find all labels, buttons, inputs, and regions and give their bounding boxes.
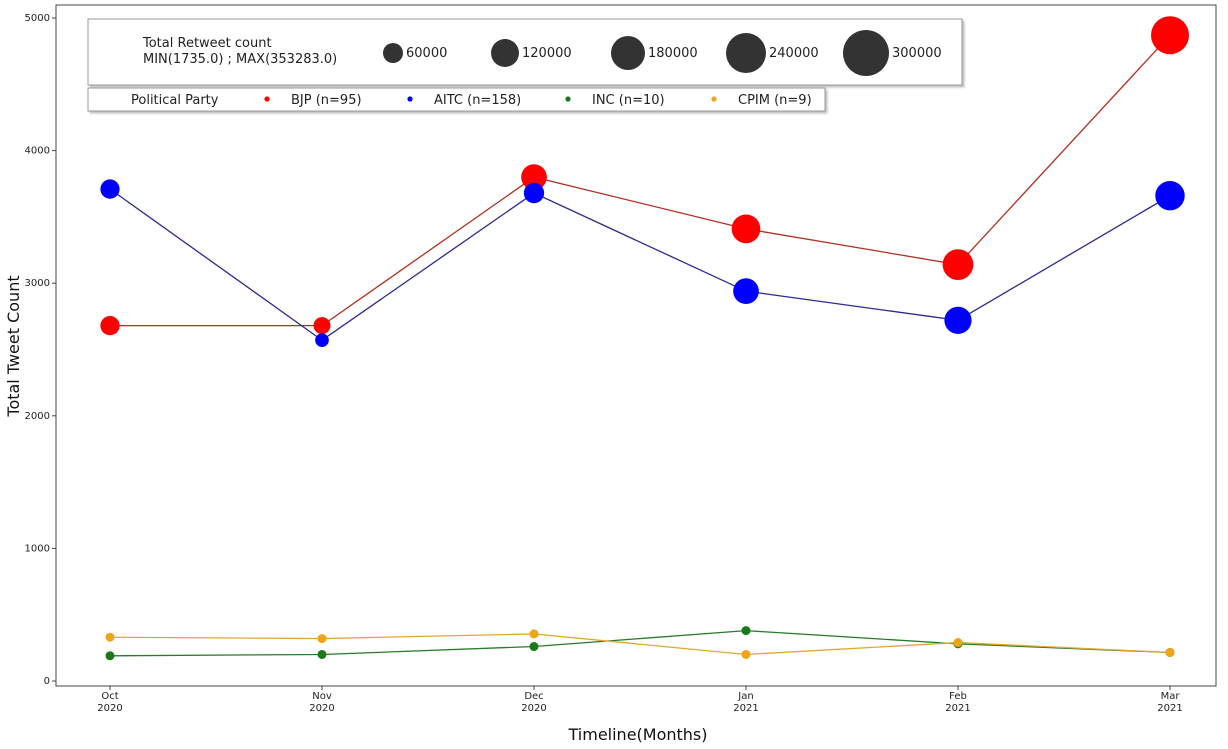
- color-legend-title: Political Party: [131, 93, 219, 108]
- data-point-cpim: [317, 634, 327, 644]
- x-tick-label-year: 2020: [309, 703, 334, 714]
- data-point-cpim: [1165, 647, 1175, 657]
- x-tick-label-year: 2021: [733, 703, 758, 714]
- y-tick-label: 1000: [25, 543, 50, 554]
- series-line-aitc: [109, 188, 1171, 342]
- size-legend: Total Retweet count MIN(1735.0) ; MAX(35…: [87, 18, 963, 86]
- color-legend: Political Party BJP (n=95) AITC (n=158) IN…: [87, 87, 826, 112]
- data-point-bjp: [731, 214, 761, 244]
- y-tick-label: 2000: [25, 411, 50, 422]
- x-tick-label-year: 2021: [1157, 703, 1182, 714]
- x-tick-label-month: Oct: [101, 691, 118, 702]
- size-legend-bubble: [491, 39, 519, 67]
- data-point-cpim: [529, 629, 539, 639]
- size-legend-label: 60000: [406, 46, 447, 61]
- data-point-bjp: [100, 315, 120, 336]
- data-point-cpim: [953, 638, 963, 648]
- data-point-aitc: [1155, 180, 1185, 211]
- data-point-aitc: [733, 278, 759, 305]
- color-legend-box: [87, 87, 826, 112]
- size-legend-bubble: [843, 30, 889, 76]
- data-point-bjp: [521, 164, 547, 190]
- data-point-inc: [317, 649, 327, 659]
- size-legend-entries: 60000 120000 180000 240000 300000: [383, 30, 942, 76]
- x-axis: Oct2020Nov2020Dec2020Jan2021Feb2021Mar20…: [97, 686, 1183, 714]
- data-point-inc: [741, 626, 751, 636]
- size-legend-bubble: [726, 33, 766, 73]
- data-point-aitc: [100, 179, 120, 199]
- y-tick-label: 0: [44, 676, 50, 687]
- data-point-inc: [529, 642, 539, 652]
- x-tick-label-month: Dec: [524, 691, 543, 702]
- size-legend-label: 120000: [522, 46, 572, 61]
- data-point-cpim: [741, 649, 751, 659]
- data-point-cpim: [105, 632, 115, 642]
- size-legend-box: [87, 18, 963, 86]
- color-legend-label: AITC (n=158): [434, 93, 521, 108]
- color-legend-swatch: [565, 96, 571, 102]
- size-legend-title: Total Retweet count: [142, 36, 272, 51]
- color-legend-entries: BJP (n=95) AITC (n=158) INC (n=10) CPIM (n=…: [264, 93, 812, 108]
- y-axis: 0 1000 2000 3000 4000 5000: [25, 13, 56, 687]
- data-point-aitc: [523, 182, 545, 204]
- size-legend-bubble: [611, 36, 645, 70]
- series-lines: [109, 34, 1171, 657]
- series-line-cpim: [109, 633, 1171, 656]
- size-legend-label: 180000: [648, 46, 698, 61]
- color-legend-swatch: [407, 96, 413, 102]
- x-tick-label-year: 2020: [521, 703, 546, 714]
- x-tick-label-month: Mar: [1161, 691, 1181, 702]
- size-legend-range: MIN(1735.0) ; MAX(353283.0): [143, 52, 337, 67]
- data-point-bjp: [1151, 16, 1189, 55]
- color-legend-swatch: [711, 96, 717, 102]
- size-legend-label: 240000: [769, 46, 819, 61]
- color-legend-swatch: [264, 96, 270, 102]
- x-tick-label-year: 2020: [97, 703, 122, 714]
- x-tick-label-year: 2021: [945, 703, 970, 714]
- data-point-bjp: [313, 317, 331, 335]
- color-legend-label: BJP (n=95): [291, 93, 362, 108]
- size-legend-bubble: [383, 43, 403, 63]
- data-point-aitc: [944, 306, 972, 334]
- x-tick-label-month: Feb: [949, 691, 967, 702]
- y-tick-label: 5000: [25, 13, 50, 24]
- x-tick-label-month: Jan: [737, 691, 753, 702]
- x-axis-title: Timeline(Months): [568, 725, 708, 744]
- color-legend-label: CPIM (n=9): [738, 93, 812, 108]
- data-point-bjp: [942, 249, 974, 281]
- series-line-bjp: [110, 34, 1171, 327]
- series-line-inc: [109, 629, 1171, 657]
- y-tick-label: 4000: [25, 146, 50, 157]
- y-tick-label: 3000: [25, 278, 50, 289]
- y-axis-title: Total Tweet Count: [4, 275, 23, 417]
- series-points: [100, 16, 1189, 661]
- data-point-aitc: [315, 333, 329, 348]
- data-point-inc: [105, 651, 115, 661]
- plot-frame: [55, 4, 1217, 687]
- color-legend-label: INC (n=10): [592, 93, 665, 108]
- x-tick-label-month: Nov: [312, 691, 332, 702]
- size-legend-label: 300000: [892, 46, 942, 61]
